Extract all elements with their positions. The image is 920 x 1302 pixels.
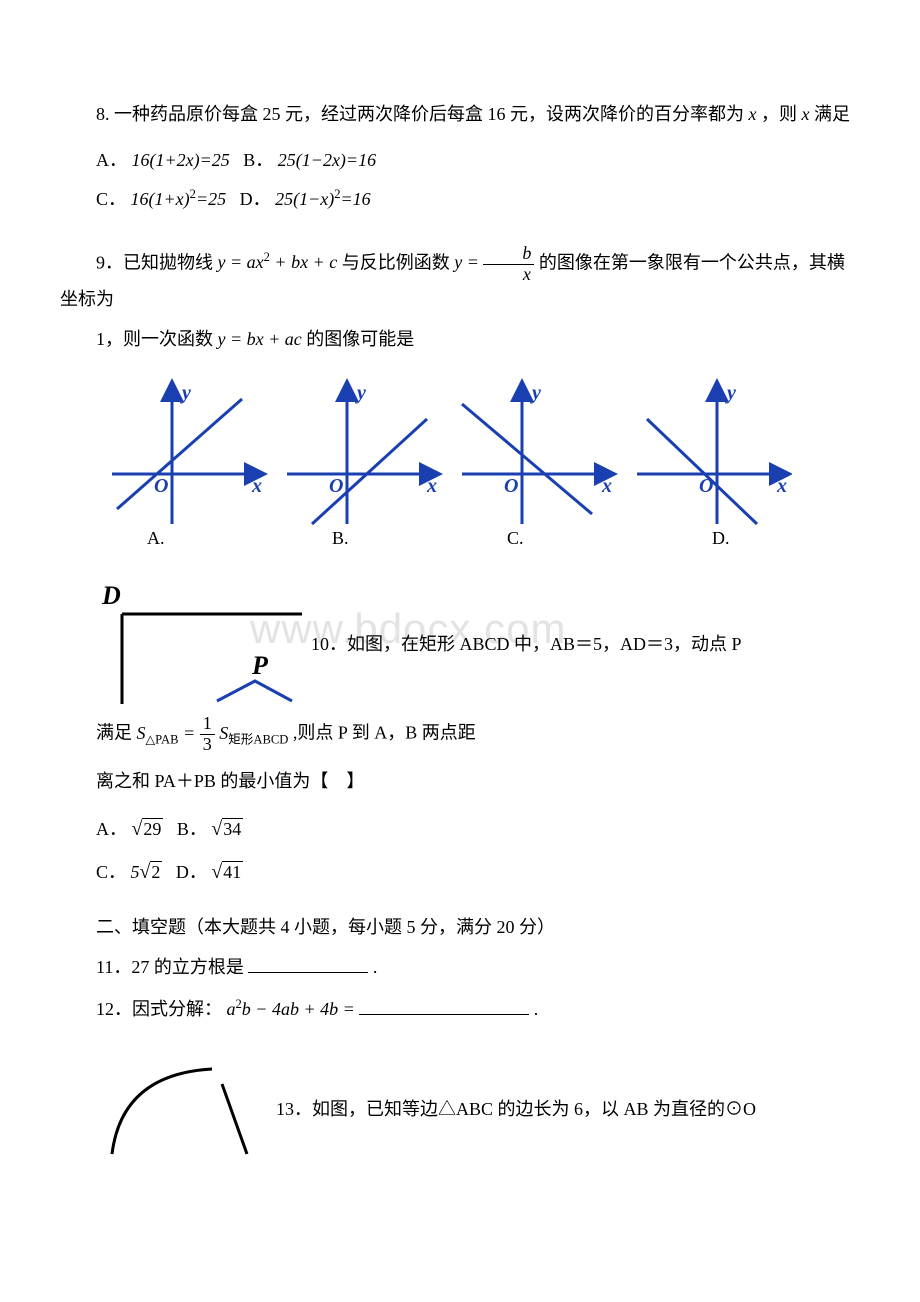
- svg-text:D.: D.: [712, 528, 730, 548]
- q12: 12．因式分解： a2b − 4ab + 4b = .: [96, 994, 860, 1024]
- q12-expr: a2b − 4ab + 4b =: [227, 999, 360, 1019]
- q10-options-row1: A． √29 B． √34: [96, 808, 860, 852]
- svg-text:y: y: [530, 382, 541, 404]
- svg-text:x: x: [426, 475, 437, 497]
- q9-parab: y = ax2 + bx + c: [218, 252, 342, 272]
- q10-frac-den: 3: [200, 735, 215, 755]
- svg-text:D: D: [101, 581, 121, 610]
- q8-var-x1: x: [749, 104, 757, 124]
- q12-a: 12．因式分解：: [96, 999, 222, 1019]
- q8-options-row1: A． 16(1+2x)=25 B． 25(1−2x)=16: [96, 141, 860, 181]
- q10-eq: S△PAB = 13 S矩形ABCD: [137, 723, 293, 743]
- q9-mid: 与反比例函数: [342, 252, 450, 272]
- q8-B-math: 25(1−2x)=16: [278, 150, 376, 170]
- q9-frac-den: x: [483, 265, 534, 285]
- q8-C-label: C．: [96, 189, 126, 209]
- q11-a: 11．27 的立方根是: [96, 957, 244, 977]
- q9-stem-a: 9．已知拋物线: [96, 252, 213, 272]
- graph-D: y x O D.: [637, 382, 787, 548]
- svg-text:O: O: [699, 475, 713, 497]
- q11-b: .: [373, 957, 378, 977]
- q13-block: 13．如图，已知等边△ABC 的边长为 6，以 AB 为直径的⊙O: [92, 1054, 860, 1169]
- q10-eq-sub1: △PAB: [146, 732, 179, 746]
- q10-A-label: A．: [96, 819, 127, 839]
- q8-D-label: D．: [240, 189, 271, 209]
- q12-b: .: [534, 999, 539, 1019]
- svg-text:x: x: [776, 475, 787, 497]
- q8-D-math: 25(1−x)2=16: [275, 189, 371, 209]
- q10-C-label: C．: [96, 862, 126, 882]
- q10-B-label: B．: [177, 819, 207, 839]
- q10-eq-mid: =: [183, 723, 200, 743]
- q9-frac-num: b: [483, 244, 534, 265]
- svg-text:O: O: [154, 475, 168, 497]
- q8-D-math-a: 25(1−x): [275, 189, 334, 209]
- q10-D-label: D．: [176, 862, 207, 882]
- q8-stem: 8. 一种药品原价每盒 25 元，经过两次降价后每盒 16 元，设两次降价的百分…: [60, 100, 860, 129]
- q10-stem-b: 满足: [96, 723, 132, 743]
- q8-stem-b: ，则: [761, 104, 797, 124]
- q10-C-pref: 5: [131, 862, 140, 882]
- q8-var-x2: x: [802, 104, 810, 124]
- graph-A: y x O A.: [112, 382, 262, 548]
- q10-options-row2: C． 5√2 D． √41: [96, 851, 860, 895]
- svg-text:C.: C.: [507, 528, 524, 548]
- q10-frac-num: 1: [200, 714, 215, 735]
- q9-stem: 9．已知拋物线 y = ax2 + bx + c 与反比例函数 y = bx 的…: [60, 244, 860, 313]
- q12-blank: [359, 996, 529, 1015]
- q10-stem-line2: 满足 S△PAB = 13 S矩形ABCD ,则点 P 到 A，B 两点距: [96, 714, 860, 755]
- q10-C-val: √2: [140, 851, 163, 895]
- q8-options-row2: C． 16(1+x)2=25 D． 25(1−x)2=16: [96, 180, 860, 220]
- q8-B-label: B．: [243, 150, 273, 170]
- svg-text:x: x: [251, 475, 262, 497]
- q10-D-val: √41: [211, 851, 243, 895]
- q10-stem-a: 10．如图，在矩形 ABCD 中，AB＝5，AD＝3，动点 P: [311, 634, 742, 654]
- svg-text:y: y: [180, 382, 191, 404]
- q11: 11．27 的立方根是 .: [96, 953, 860, 982]
- q9-line2-b: 的图像可能是: [306, 329, 414, 349]
- q11-blank: [248, 954, 368, 973]
- svg-text:B.: B.: [332, 528, 349, 548]
- svg-text:x: x: [601, 475, 612, 497]
- svg-text:y: y: [355, 382, 366, 404]
- q8-stem-a: 8. 一种药品原价每盒 25 元，经过两次降价后每盒 16 元，设两次降价的百分…: [96, 104, 744, 124]
- q8-D-math-b: =16: [341, 189, 371, 209]
- q9-graphs: y x O A. y x O B.: [92, 374, 860, 549]
- q9-linefn: y = bx + ac: [218, 329, 302, 349]
- q10-block: D P 10．如图，在矩形 ABCD 中，AB＝5，AD＝3，动点 P: [92, 579, 860, 714]
- q8-C-math: 16(1+x)2=25: [131, 189, 231, 209]
- q9-line2-a: 1，则一次函数: [96, 329, 213, 349]
- q10-stem-c: ,则点 P 到 A，B 两点距: [293, 723, 476, 743]
- q12-expr-a: a: [227, 999, 236, 1019]
- section2-title: 二、填空题（本大题共 4 小题，每小题 5 分，满分 20 分）: [96, 913, 860, 942]
- q9-recip: y = bx: [454, 252, 539, 272]
- q10-eq-sub2: 矩形ABCD: [228, 732, 288, 746]
- q9-parab-b: + bx + c: [270, 252, 337, 272]
- q8-C-math-a: 16(1+x): [131, 189, 190, 209]
- q8-A-label: A．: [96, 150, 127, 170]
- q12-expr-b: b − 4ab + 4b =: [242, 999, 355, 1019]
- q9-parab-a: y = ax: [218, 252, 264, 272]
- q10-stem-d: 离之和 PA＋PB 的最小值为【 】: [96, 767, 860, 796]
- svg-text:O: O: [504, 475, 518, 497]
- svg-text:A.: A.: [147, 528, 165, 548]
- q13-figure: [92, 1054, 272, 1169]
- graph-C: y x O C.: [462, 382, 612, 548]
- q10-eq-S1: S: [137, 723, 146, 743]
- q13-text: 13．如图，已知等边△ABC 的边长为 6，以 AB 为直径的⊙O: [276, 1099, 756, 1119]
- svg-text:y: y: [725, 382, 736, 404]
- svg-text:P: P: [251, 651, 269, 680]
- q10-eq-S2: S: [219, 723, 228, 743]
- svg-text:O: O: [329, 475, 343, 497]
- q8-stem-c: 满足: [814, 104, 850, 124]
- q10-A-val: √29: [132, 808, 164, 852]
- q8-A-math: 16(1+2x)=25: [132, 150, 230, 170]
- q8-C-math-b: =25: [196, 189, 226, 209]
- q10-B-val: √34: [211, 808, 243, 852]
- q9-line2: 1，则一次函数 y = bx + ac 的图像可能是: [96, 325, 860, 354]
- graph-B: y x O B.: [287, 382, 437, 548]
- q9-graphs-svg: y x O A. y x O B.: [92, 374, 792, 549]
- q10-figure: D P: [92, 579, 307, 714]
